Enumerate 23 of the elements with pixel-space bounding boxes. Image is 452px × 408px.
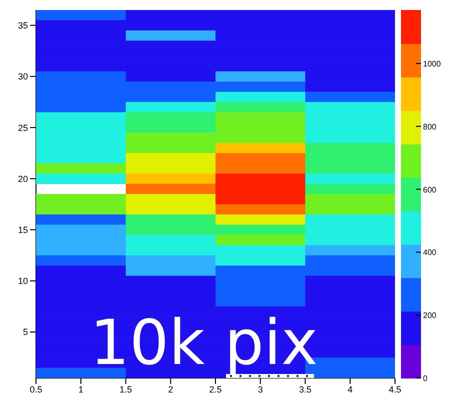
- x-tick-label: 0.5: [30, 384, 42, 394]
- color-bar-label: 800: [423, 122, 437, 132]
- x-tick-label: 1.5: [119, 384, 132, 394]
- x-tick-label: 2: [168, 384, 174, 394]
- x-tick-label: 1: [78, 384, 84, 394]
- x-tick-label: 4.5: [388, 384, 402, 394]
- y-tick-label: 25: [18, 122, 28, 133]
- color-bar-label: 200: [423, 311, 437, 320]
- color-bar-label: 0: [423, 374, 428, 383]
- y-tick-label: 15: [18, 224, 28, 235]
- y-tick-label: 10: [18, 276, 28, 286]
- annotation: 10k pix: [90, 306, 318, 379]
- x-tick-label: 2.5: [209, 384, 222, 394]
- color-bar-label: 1000: [423, 59, 442, 68]
- x-tick-label: 3.5: [298, 384, 312, 394]
- y-tick-label: 20: [18, 174, 28, 184]
- x-tick-label: 3: [258, 384, 263, 394]
- y-tick-label: 5: [22, 327, 28, 338]
- color-bar-label: 600: [423, 185, 437, 194]
- x-tick-label: 4: [348, 384, 353, 394]
- color-bar-label: 400: [423, 248, 437, 258]
- y-tick-label: 30: [18, 72, 28, 82]
- y-tick-label: 35: [18, 20, 28, 31]
